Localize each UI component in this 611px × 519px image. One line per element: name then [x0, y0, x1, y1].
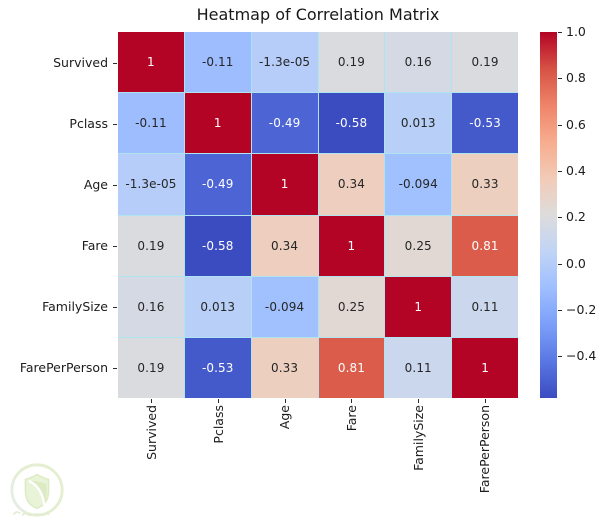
colorbar-tick-label: 0.2 — [566, 209, 586, 225]
y-tick-mark — [113, 306, 117, 308]
x-tick-label: FamilySize — [410, 405, 426, 471]
heatmap-cell: 1 — [452, 337, 518, 398]
heatmap-cell: 0.19 — [452, 32, 518, 93]
heatmap-cell: -0.11 — [118, 93, 184, 154]
heatmap-cell: 0.013 — [385, 93, 452, 154]
y-tick-label: Survived — [53, 54, 108, 70]
heatmap-cell: 0.25 — [318, 276, 385, 337]
colorbar-gradient — [540, 32, 557, 398]
y-tick-mark — [113, 367, 117, 369]
heatmap-cell: -0.094 — [251, 276, 318, 337]
colorbar-tick-mark — [558, 356, 562, 358]
heatmap-cell: 0.34 — [251, 215, 318, 276]
colorbar-tick-label: −0.4 — [566, 348, 597, 364]
chart-title: Heatmap of Correlation Matrix — [196, 5, 440, 24]
colorbar-tick-label: 0.6 — [566, 116, 586, 132]
x-tick-mark — [484, 399, 486, 403]
colorbar-tick-label: 0.4 — [566, 162, 586, 178]
colorbar-tick-label: −0.2 — [566, 301, 597, 317]
heatmap-cell: 0.34 — [318, 154, 385, 215]
y-tick-mark — [113, 62, 117, 64]
heatmap-cell: -1.3e-05 — [118, 154, 184, 215]
heatmap-cell: 1 — [118, 32, 184, 93]
colorbar-tick-mark — [558, 263, 562, 265]
colorbar-tick-mark — [558, 124, 562, 126]
y-tick-label: Fare — [81, 237, 108, 253]
colorbar-tick-mark — [558, 309, 562, 311]
heatmap-cell: 1 — [385, 276, 452, 337]
heatmap-cell: 0.25 — [385, 215, 452, 276]
x-tick-mark — [284, 399, 286, 403]
heatmap-cell: 0.33 — [251, 337, 318, 398]
y-tick-label: FamilySize — [42, 298, 108, 314]
heatmap-cell: -0.49 — [184, 154, 251, 215]
y-tick-label: Age — [83, 176, 108, 192]
heatmap-cell: 0.33 — [452, 154, 518, 215]
x-tick-mark — [218, 399, 219, 403]
heatmap-cell: 0.81 — [452, 215, 518, 276]
x-tick-label: FarePerPerson — [477, 405, 493, 494]
x-tick-label: Pclass — [210, 405, 226, 444]
x-tick-mark — [351, 399, 353, 403]
colorbar-tick-mark — [558, 217, 562, 219]
heatmap-cell: 0.19 — [118, 337, 184, 398]
x-tick-label: Survived — [143, 405, 159, 460]
heatmap-cell: -0.49 — [251, 93, 318, 154]
x-tick-label: Fare — [343, 405, 359, 432]
y-tick-mark — [113, 245, 117, 247]
colorbar-tick-label: 0.0 — [566, 255, 586, 271]
y-tick-label: FarePerPerson — [19, 359, 108, 375]
x-tick-mark — [418, 399, 419, 403]
heatmap-cell: -0.58 — [318, 93, 385, 154]
heatmap-cell: 0.16 — [118, 276, 184, 337]
heatmap-cell: 1 — [318, 215, 385, 276]
heatmap-cell: 0.19 — [118, 215, 184, 276]
x-tick-label: Age — [277, 405, 293, 430]
colorbar-tick-mark — [558, 170, 562, 172]
heatmap-cell: 0.81 — [318, 337, 385, 398]
watermark-shield-leaf-logo — [10, 463, 64, 517]
heatmap-cell: 1 — [184, 93, 251, 154]
colorbar-tick-mark — [558, 78, 562, 80]
heatmap-cell: 0.013 — [184, 276, 251, 337]
heatmap-cell: -0.11 — [184, 32, 251, 93]
heatmap-cell: 0.11 — [385, 337, 452, 398]
heatmap-cell: -0.094 — [385, 154, 452, 215]
heatmap-cell: -1.3e-05 — [251, 32, 318, 93]
heatmap-cell: 0.16 — [385, 32, 452, 93]
heatmap-grid: 1 -0.11 -1.3e-05 0.19 0.16 0.19 -0.11 1 -0.49 -0.… — [118, 32, 518, 398]
y-tick-mark — [113, 123, 117, 125]
y-tick-mark — [113, 184, 117, 186]
x-tick-mark — [151, 399, 153, 403]
heatmap-cell: -0.58 — [184, 215, 251, 276]
y-tick-label: Pclass — [69, 115, 108, 131]
colorbar-tick-mark — [558, 32, 562, 33]
heatmap-cell: 0.19 — [318, 32, 385, 93]
heatmap-cell: -0.53 — [184, 337, 251, 398]
heatmap-cell: -0.53 — [452, 93, 518, 154]
heatmap-cell: 0.11 — [452, 276, 518, 337]
heatmap-cell: 1 — [251, 154, 318, 215]
colorbar-tick-label: 1.0 — [566, 24, 586, 39]
colorbar-tick-label: 0.8 — [566, 70, 586, 86]
